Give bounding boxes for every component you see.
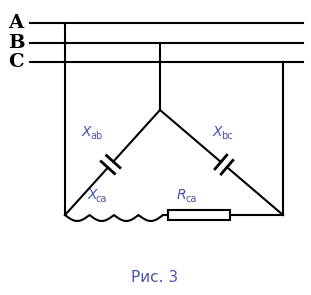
Text: ca: ca bbox=[96, 194, 107, 204]
Bar bbox=[168, 210, 230, 220]
Text: ca: ca bbox=[185, 194, 196, 204]
Text: X: X bbox=[88, 188, 98, 202]
Text: R: R bbox=[177, 188, 187, 202]
Text: ab: ab bbox=[90, 131, 102, 141]
Text: X: X bbox=[82, 125, 91, 139]
Text: bc: bc bbox=[221, 131, 233, 141]
Text: A: A bbox=[8, 14, 23, 32]
Text: Рис. 3: Рис. 3 bbox=[132, 270, 179, 284]
Text: X: X bbox=[213, 125, 222, 139]
Text: C: C bbox=[8, 53, 24, 71]
Text: B: B bbox=[8, 34, 25, 52]
